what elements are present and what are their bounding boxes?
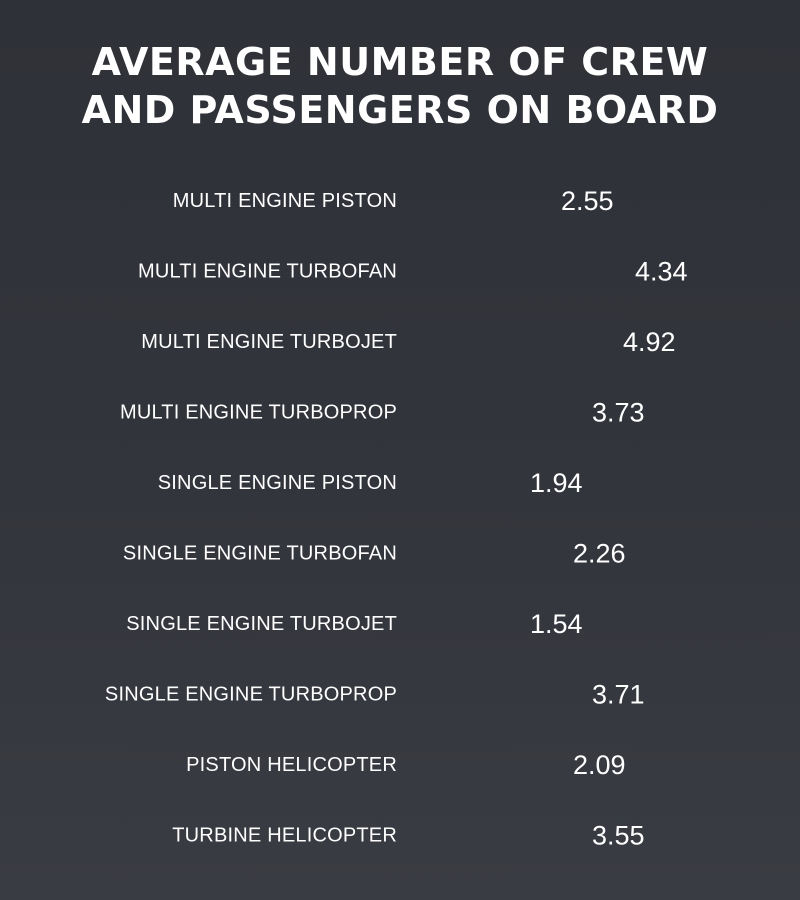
chart-row: PISTON HELICOPTER 2.09: [186, 741, 626, 792]
person-icon: [511, 248, 533, 299]
category-label: MULTI ENGINE TURBOPROP: [120, 402, 397, 424]
chart-row: MULTI ENGINE TURBOPROP 3.73: [120, 389, 645, 440]
person-icon-partial: [573, 248, 595, 299]
person-icon-partial: [573, 318, 595, 369]
person-icon-partial: [511, 530, 533, 581]
person-icon-partial: [542, 389, 564, 440]
category-label: PISTON HELICOPTER: [186, 754, 397, 776]
value-label: 1.94: [530, 468, 583, 498]
person-icon-partial: [511, 741, 533, 792]
person-icon: [449, 741, 471, 792]
person-icon: [480, 177, 502, 228]
chart-row: SINGLE ENGINE TURBOJET 1.54: [126, 600, 583, 651]
category-label: SINGLE ENGINE TURBOPROP: [105, 684, 397, 706]
person-icon-partial: [542, 671, 564, 722]
category-label: MULTI ENGINE TURBOJET: [141, 331, 397, 353]
chart-title-line-2: AND PASSENGERS ON BOARD: [81, 88, 719, 132]
category-label: SINGLE ENGINE TURBOJET: [126, 613, 397, 635]
person-icon: [480, 318, 502, 369]
person-icon: [480, 671, 502, 722]
chart-row: MULTI ENGINE PISTON 2.55: [173, 177, 614, 228]
person-icon: [449, 671, 471, 722]
person-icon: [542, 318, 564, 369]
category-label: SINGLE ENGINE PISTON: [158, 472, 397, 494]
value-label: 2.09: [573, 750, 626, 780]
chart-row: MULTI ENGINE TURBOJET 4.92: [141, 318, 676, 369]
category-label: TURBINE HELICOPTER: [172, 825, 397, 847]
chart-row: SINGLE ENGINE TURBOFAN 2.26: [123, 530, 626, 581]
person-icon: [449, 600, 471, 651]
value-label: 4.34: [635, 257, 688, 287]
chart-row: MULTI ENGINE TURBOFAN 4.34: [138, 248, 688, 299]
person-icon: [449, 459, 471, 510]
person-icon: [511, 812, 533, 863]
person-icon: [449, 389, 471, 440]
person-icon: [480, 812, 502, 863]
category-label: MULTI ENGINE PISTON: [173, 190, 397, 212]
person-icon: [449, 248, 471, 299]
chart-title: AVERAGE NUMBER OF CREW AND PASSENGERS ON…: [0, 38, 800, 134]
person-icon-partial: [542, 812, 564, 863]
value-label: 1.54: [530, 609, 583, 639]
value-label: 4.92: [623, 327, 676, 357]
person-icon-partial: [480, 459, 502, 510]
category-label: MULTI ENGINE TURBOFAN: [138, 261, 397, 283]
value-label: 3.55: [592, 821, 645, 851]
category-label: SINGLE ENGINE TURBOFAN: [123, 543, 397, 565]
value-label: 3.71: [592, 680, 645, 710]
chart-row: SINGLE ENGINE PISTON 1.94: [158, 459, 583, 510]
person-icon-partial: [480, 600, 502, 651]
person-icon: [542, 248, 564, 299]
person-icon: [449, 318, 471, 369]
person-icon: [511, 671, 533, 722]
person-icon: [480, 389, 502, 440]
person-icon: [449, 812, 471, 863]
value-label: 3.73: [592, 398, 645, 428]
person-icon: [480, 530, 502, 581]
value-label: 2.26: [573, 539, 626, 569]
person-icon: [449, 177, 471, 228]
chart-row: TURBINE HELICOPTER 3.55: [172, 812, 645, 863]
person-icon: [480, 741, 502, 792]
chart-row: SINGLE ENGINE TURBOPROP 3.71: [105, 671, 645, 722]
person-icon: [449, 530, 471, 581]
person-icon-partial: [511, 177, 533, 228]
person-icon: [511, 318, 533, 369]
person-icon: [480, 248, 502, 299]
person-icon: [511, 389, 533, 440]
value-label: 2.55: [561, 186, 614, 216]
chart-title-line-1: AVERAGE NUMBER OF CREW: [91, 40, 709, 84]
